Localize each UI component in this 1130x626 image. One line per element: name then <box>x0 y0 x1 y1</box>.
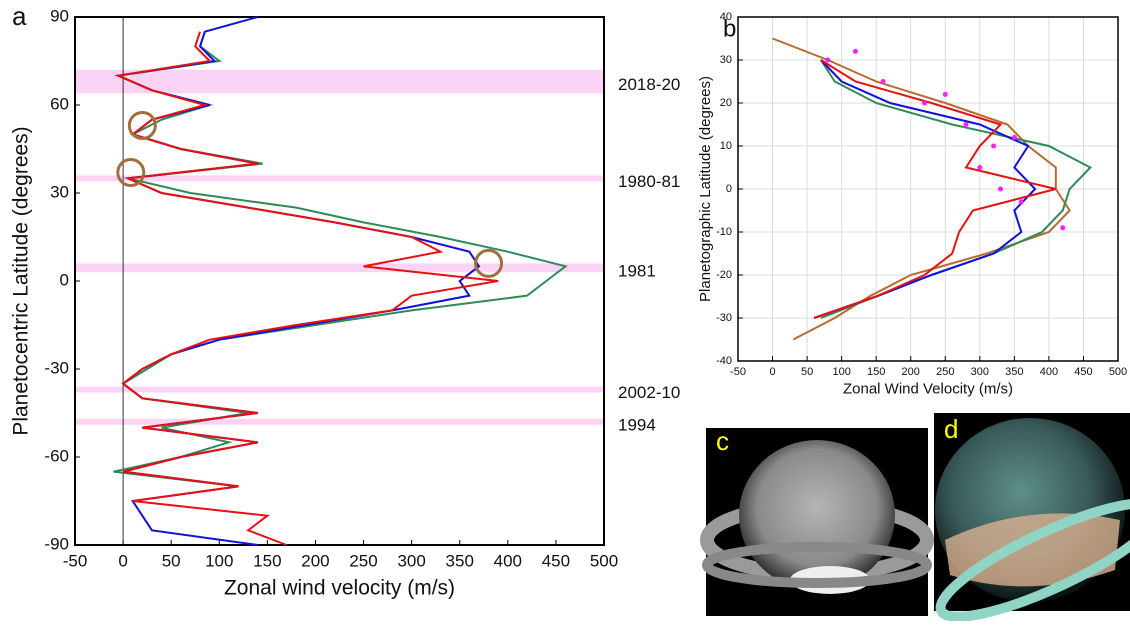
x-tick-label: 150 <box>253 551 281 570</box>
panel-label: b <box>723 15 736 42</box>
highlight-circle <box>116 157 146 187</box>
band <box>75 69 604 94</box>
y-axis-label: Planetocentric Latitude (degrees) <box>10 126 33 435</box>
profile-line <box>114 31 499 546</box>
x-tick-label: 300 <box>397 551 425 570</box>
band <box>75 418 604 425</box>
image-label: d <box>944 414 958 444</box>
x-tick-label: 450 <box>1074 366 1092 378</box>
image-c: c <box>700 426 934 616</box>
data-point <box>977 165 983 170</box>
plot-frame <box>74 16 605 546</box>
y-tick-label: 30 <box>720 54 732 66</box>
data-point <box>942 91 948 97</box>
x-tick-label: 50 <box>162 551 181 570</box>
data-point <box>880 79 886 84</box>
data-point <box>922 100 928 106</box>
y-tick-label: 0 <box>726 183 732 195</box>
x-tick-label: 100 <box>832 366 850 378</box>
plot-frame <box>737 16 1119 362</box>
x-tick-label: -50 <box>730 366 746 378</box>
panel-label: a <box>12 1 27 31</box>
x-tick-label: 200 <box>902 366 920 378</box>
band <box>75 386 604 393</box>
data-point <box>852 48 858 54</box>
band-label: 1994 <box>618 415 656 434</box>
y-tick-label: -10 <box>716 226 732 238</box>
x-tick-label: 350 <box>446 551 474 570</box>
highlight-circle <box>127 111 157 141</box>
x-tick-label: 150 <box>867 366 885 378</box>
x-tick-label: 500 <box>1109 366 1127 378</box>
band-label: 1981 <box>618 261 656 280</box>
y-tick-label: 10 <box>720 140 732 152</box>
data-point <box>1011 134 1017 140</box>
y-tick-label: 0 <box>60 270 69 289</box>
y-tick-label: 90 <box>50 6 69 25</box>
x-tick-label: 350 <box>1005 366 1023 378</box>
y-tick-label: -90 <box>44 534 69 553</box>
x-tick-label: 0 <box>769 366 775 378</box>
profile-line <box>813 59 1037 319</box>
x-tick-label: 50 <box>801 366 813 378</box>
x-tick-label: 500 <box>590 551 618 570</box>
y-axis-label: Planetographic Latitude (degrees) <box>697 76 714 302</box>
image-label: c <box>716 426 729 456</box>
x-tick-label: 450 <box>542 551 570 570</box>
image-d: d <box>934 413 1130 622</box>
band <box>75 263 604 273</box>
x-tick-label: 400 <box>1040 366 1058 378</box>
x-axis-label: Zonal wind velocity (m/s) <box>224 577 455 600</box>
profile-line <box>813 59 1057 319</box>
data-point <box>998 186 1004 192</box>
data-point <box>1060 225 1066 231</box>
data-point <box>991 143 997 149</box>
x-tick-label: 250 <box>936 366 954 378</box>
x-tick-label: 250 <box>349 551 377 570</box>
band-label: 2018-20 <box>618 75 680 94</box>
x-tick-label: 400 <box>494 551 522 570</box>
y-tick-label: -20 <box>716 269 732 281</box>
x-tick-label: 300 <box>971 366 989 378</box>
y-tick-label: 60 <box>50 94 69 113</box>
x-tick-label: 0 <box>118 551 127 570</box>
y-tick-label: -30 <box>716 312 732 324</box>
band-label: 2002-10 <box>618 383 680 402</box>
y-tick-label: -40 <box>716 355 732 367</box>
profile-line <box>113 31 568 488</box>
y-tick-label: 40 <box>720 11 732 23</box>
y-tick-label: -30 <box>44 358 69 377</box>
data-point <box>1018 199 1024 205</box>
x-tick-label: 100 <box>205 551 233 570</box>
band-label: 1980-81 <box>618 172 680 191</box>
highlight-circle <box>474 248 504 278</box>
y-tick-label: -60 <box>44 446 69 465</box>
x-axis-label: Zonal Wind Velocity (m/s) <box>843 381 1013 398</box>
band <box>75 175 604 182</box>
x-tick-label: -50 <box>63 551 88 570</box>
data-point <box>825 57 831 63</box>
y-tick-label: 30 <box>50 182 69 201</box>
data-point <box>963 122 969 127</box>
y-tick-label: 20 <box>720 97 732 109</box>
x-tick-label: 200 <box>301 551 329 570</box>
